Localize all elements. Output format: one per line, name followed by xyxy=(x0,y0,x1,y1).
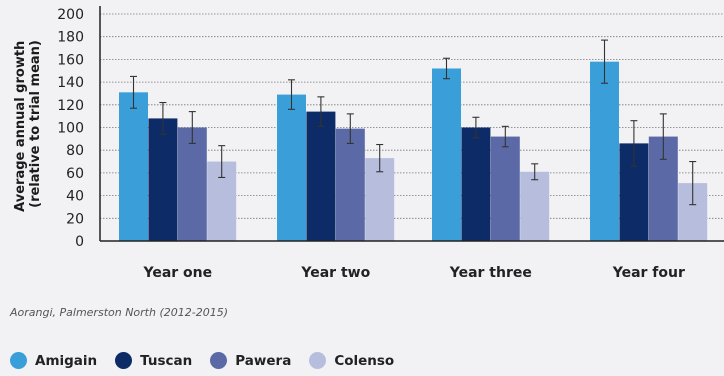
error-bar xyxy=(659,113,667,160)
legend: Amigain Tuscan Pawera Colenso xyxy=(10,352,412,369)
error-bar xyxy=(376,143,384,173)
error-bar xyxy=(317,96,325,127)
error-bar xyxy=(501,125,509,148)
x-category-label: Year four xyxy=(612,265,685,281)
x-category-label: Year one xyxy=(142,265,212,281)
error-bar xyxy=(188,111,196,144)
bar xyxy=(590,61,619,241)
legend-item: Colenso xyxy=(309,352,394,369)
y-tick-label: 0 xyxy=(75,234,84,250)
legend-swatch xyxy=(309,352,327,369)
x-category-label: Year three xyxy=(449,265,532,281)
bar xyxy=(277,94,306,242)
y-axis-label-line-1: Average annual growth xyxy=(13,41,28,212)
legend-item: Pawera xyxy=(210,352,291,369)
y-tick-label: 100 xyxy=(57,121,84,137)
error-bar xyxy=(130,75,137,109)
y-tick-label: 40 xyxy=(66,189,84,205)
y-tick-label: 60 xyxy=(66,166,84,182)
legend-label: Tuscan xyxy=(140,352,193,369)
y-tick-label: 160 xyxy=(57,52,84,68)
legend-swatch xyxy=(115,352,133,369)
chart-caption: Aorangi, Palmerston North (2012-2015) xyxy=(10,306,229,319)
bar xyxy=(490,136,520,241)
error-bar xyxy=(288,79,295,110)
error-bar xyxy=(472,116,480,139)
legend-swatch xyxy=(10,352,27,369)
bars xyxy=(119,61,708,242)
y-tick-label: 180 xyxy=(57,30,84,46)
y-tick-label: 140 xyxy=(57,75,84,91)
bar xyxy=(119,92,148,241)
bar xyxy=(520,171,550,241)
bar xyxy=(148,118,178,241)
error-bar xyxy=(531,163,539,181)
bar xyxy=(432,68,461,241)
bar xyxy=(306,111,336,241)
y-tick-label: 20 xyxy=(66,211,84,227)
y-axis-label: Average annual growth (relative to trial… xyxy=(13,36,43,212)
error-bar xyxy=(630,120,638,167)
bar xyxy=(335,128,365,241)
y-tick-label: 200 xyxy=(57,7,84,23)
y-tick-labels: 0 20 40 60 80 100 120 140 160 180 200 xyxy=(57,7,84,250)
y-axis-label-line-2: (relative to trial mean) xyxy=(28,40,43,208)
legend-item: Amigain xyxy=(10,352,97,369)
legend-label: Colenso xyxy=(334,352,395,369)
y-tick-label: 80 xyxy=(66,143,84,159)
legend-label: Pawera xyxy=(235,352,292,369)
error-bar xyxy=(218,145,226,178)
bar xyxy=(177,127,207,241)
error-bar xyxy=(689,161,697,206)
bar xyxy=(461,127,491,241)
legend-label: Amigain xyxy=(35,352,98,369)
error-bars xyxy=(130,39,697,206)
error-bar xyxy=(443,57,450,80)
x-category-labels: Year one Year two Year three Year four xyxy=(142,265,684,281)
error-bar xyxy=(601,39,608,84)
error-bar xyxy=(159,101,167,135)
x-category-label: Year two xyxy=(300,265,370,281)
legend-swatch xyxy=(210,352,228,369)
error-bar xyxy=(346,113,354,144)
legend-item: Tuscan xyxy=(115,352,192,369)
y-tick-label: 120 xyxy=(57,98,84,114)
